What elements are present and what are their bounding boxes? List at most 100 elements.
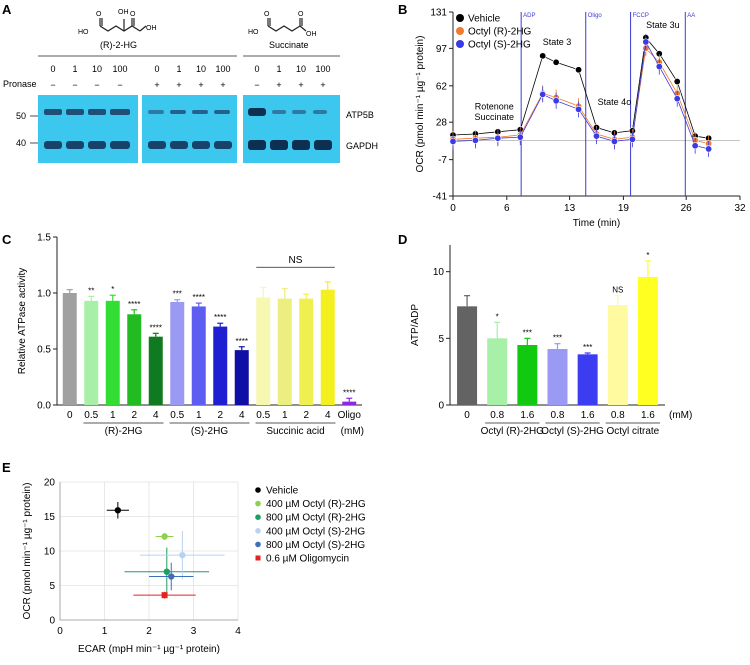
legend-label: 0.6 µM Oligomycin [266, 554, 349, 565]
dose-label: 10 [196, 64, 206, 74]
x-tick-label: 4 [153, 410, 159, 421]
legend-marker [456, 14, 464, 22]
data-point [673, 95, 681, 103]
data-point [552, 58, 560, 66]
legend-marker [255, 487, 261, 493]
data-point [539, 52, 547, 60]
y-tick-label: 28 [436, 118, 448, 129]
atpase-activity-chart: 0.0 0.5 1.0 1.5 0 ** 0.5 * 1 **** 2 **** 4 *** 0.5 ****… [17, 233, 364, 438]
dose-label: 0 [154, 64, 159, 74]
series-line [452, 47, 709, 144]
group-label: Succinic acid [266, 426, 324, 437]
unit-label: (mM) [341, 426, 364, 437]
data-point [179, 551, 186, 559]
compound-r2hg-label: (R)-2-HG [100, 40, 137, 50]
injection-label: Oligo [588, 13, 603, 19]
significance-label: **** [193, 293, 205, 302]
x-tick-label: 1 [282, 410, 288, 421]
blot-label-atp5b: ATP5B [346, 110, 374, 120]
x-tick-label: 0.8 [551, 410, 565, 421]
state-annotation: State 4o [598, 97, 632, 107]
significance-label: **** [236, 337, 248, 346]
y-tick-label: 0 [438, 401, 444, 412]
y-tick-label: 5 [49, 581, 55, 592]
data-point [628, 135, 636, 143]
significance-label: ** [88, 286, 94, 295]
bar [457, 306, 478, 405]
bar [320, 289, 335, 405]
blot-label-gapdh: GAPDH [346, 141, 378, 151]
bar [607, 305, 628, 405]
x-tick-label: 2 [131, 410, 137, 421]
data-point [705, 145, 713, 153]
y-tick-label: -7 [438, 155, 447, 166]
data-point [494, 134, 502, 142]
legend-marker [255, 500, 261, 507]
state-annotation: Rotenone [475, 101, 514, 111]
x-tick-label: 1 [196, 410, 202, 421]
y-tick-label: 10 [433, 267, 445, 278]
legend-marker [255, 555, 261, 561]
y-tick-label: 62 [436, 81, 448, 92]
significance-label: *** [583, 343, 592, 352]
x-tick-label: 0.5 [256, 410, 270, 421]
x-axis-title: Time (min) [573, 218, 620, 229]
x-tick-label: 2 [217, 410, 223, 421]
dose-label: 1 [276, 64, 281, 74]
significance-label: **** [343, 388, 355, 397]
bar [277, 298, 292, 405]
bar [62, 293, 77, 405]
svg-text:O: O [298, 11, 304, 18]
y-axis-title: OCR (pmol min⁻¹ µg⁻¹ protein) [415, 36, 426, 173]
svg-text:O: O [130, 11, 136, 18]
legend-label: Octyl (S)-2HG [468, 40, 531, 51]
x-tick-label: 13 [564, 203, 576, 214]
x-tick-label: 0 [464, 410, 470, 421]
axis-lines [56, 237, 362, 406]
data-point [552, 97, 560, 105]
x-tick-label: 0 [450, 203, 456, 214]
data-point [673, 78, 681, 86]
y-tick-label: 10 [44, 547, 56, 558]
x-tick-label: 3 [191, 626, 197, 637]
y-tick-label: 5 [438, 334, 444, 345]
succinate-structure: HO OH O O [248, 11, 317, 38]
data-point [575, 105, 583, 113]
pronase-sign: + [298, 80, 303, 90]
svg-text:O: O [264, 11, 270, 18]
bar [127, 314, 142, 405]
data-point [642, 38, 650, 46]
significance-label: *** [523, 328, 532, 337]
dose-label: 10 [296, 64, 306, 74]
data-point [471, 136, 479, 144]
significance-label: * [496, 312, 499, 321]
significance-label: **** [128, 300, 140, 309]
legend-label: 400 µM Octyl (S)-2HG [266, 526, 365, 537]
bar [342, 401, 357, 405]
pronase-sign: + [198, 80, 203, 90]
significance-label: * [646, 251, 649, 260]
svg-text:OH: OH [146, 25, 157, 32]
y-axis-title: OCR (pmol min⁻¹ µg⁻¹ protein) [22, 483, 33, 620]
bar [637, 277, 658, 405]
y-tick-label: 1.0 [37, 289, 51, 300]
r-2hg-structure: OH HO OH O O [78, 9, 157, 36]
legend-label: 800 µM Octyl (S)-2HG [266, 540, 365, 551]
significance-label: **** [150, 323, 162, 332]
bar [517, 345, 538, 405]
y-tick-label: 15 [44, 512, 56, 523]
significance-label: *** [553, 334, 562, 343]
dose-row: 0 1 10 100 0 1 10 100 0 1 10 100 [50, 64, 330, 74]
dose-label: 1 [176, 64, 181, 74]
state-annotation: Succinate [474, 112, 514, 122]
data-point [691, 142, 699, 150]
data-point [610, 137, 618, 145]
bar [213, 326, 228, 405]
significance-label: NS [612, 286, 623, 295]
injection-label: AA [687, 13, 695, 19]
x-tick-label: 4 [325, 410, 331, 421]
data-point [168, 573, 175, 580]
blot-gapdh [38, 133, 340, 163]
data-point [449, 137, 457, 145]
bar [256, 297, 271, 405]
